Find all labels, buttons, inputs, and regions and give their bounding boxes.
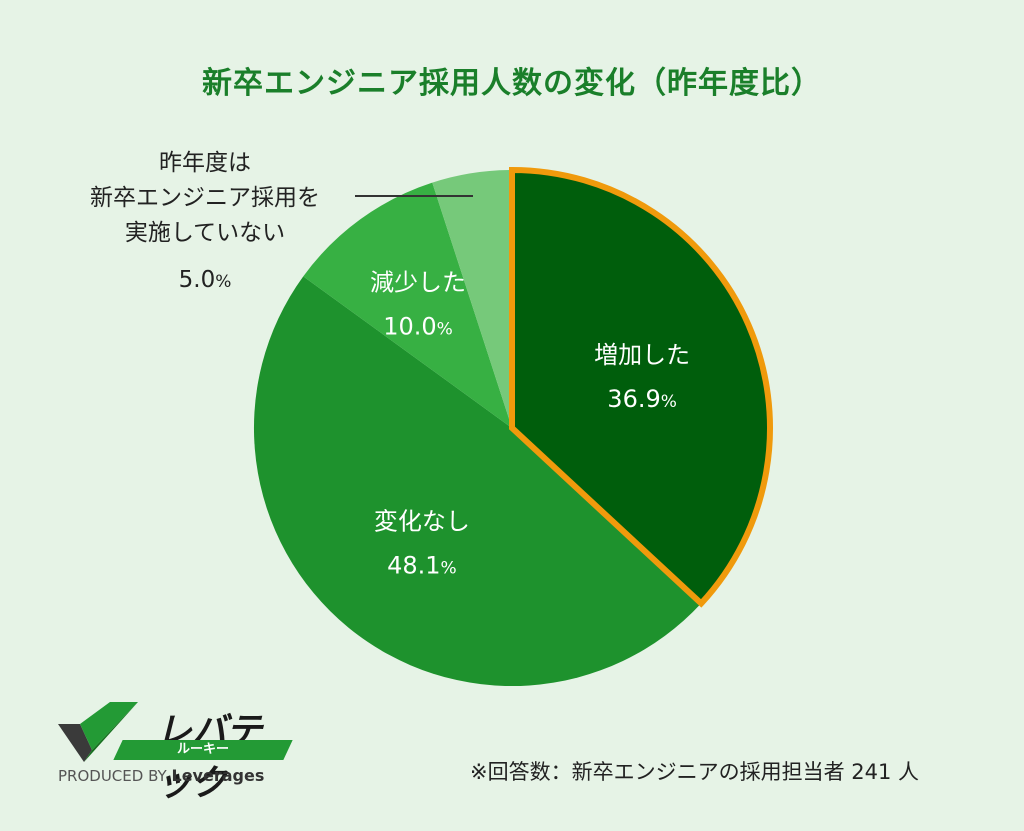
slice-label-0: 増加した [594,341,690,369]
pie-slice-2 [303,182,512,428]
chart-title: 新卒エンジニア採用人数の変化（昨年度比） [202,66,822,101]
checkmark-logo-icon [58,702,138,762]
slice-value-unit-1: % [441,559,457,579]
slice-value-unit-0: % [661,392,677,412]
logo: レバテック ルーキー PRODUCED BY Leverages [58,700,293,804]
slice-value-0: 36.9% [607,385,677,413]
outside-label-line-3: 実施していない [124,220,286,246]
logo-sub: ルーキー [176,742,229,757]
pie-slice-3 [432,170,512,428]
slice-label-1: 変化なし [374,508,470,536]
pie-slice-1 [253,276,702,687]
logo-credit: PRODUCED BY Leverages [58,766,264,785]
credit-prefix: PRODUCED BY [58,767,167,785]
leader-line [355,195,473,197]
pie-slice-highlight-outline [509,166,773,608]
outside-slice-label: 昨年度は 新卒エンジニア採用を 実施していない 5.0% [60,146,350,300]
credit-brand: Leverages [171,766,265,785]
slice-label-2: 減少した [370,269,466,297]
outside-value-unit: % [215,272,232,292]
outside-label-line-2: 新卒エンジニア採用を [90,185,320,211]
footnote: ※回答数：新卒エンジニアの採用担当者 241 人 [470,760,920,784]
pie-slice-0 [512,170,771,604]
outside-label-value: 5.0% [60,263,350,300]
outside-label-line-1: 昨年度は [159,150,251,176]
outside-value-number: 5.0 [178,267,216,293]
slice-value-unit-2: % [437,320,453,340]
